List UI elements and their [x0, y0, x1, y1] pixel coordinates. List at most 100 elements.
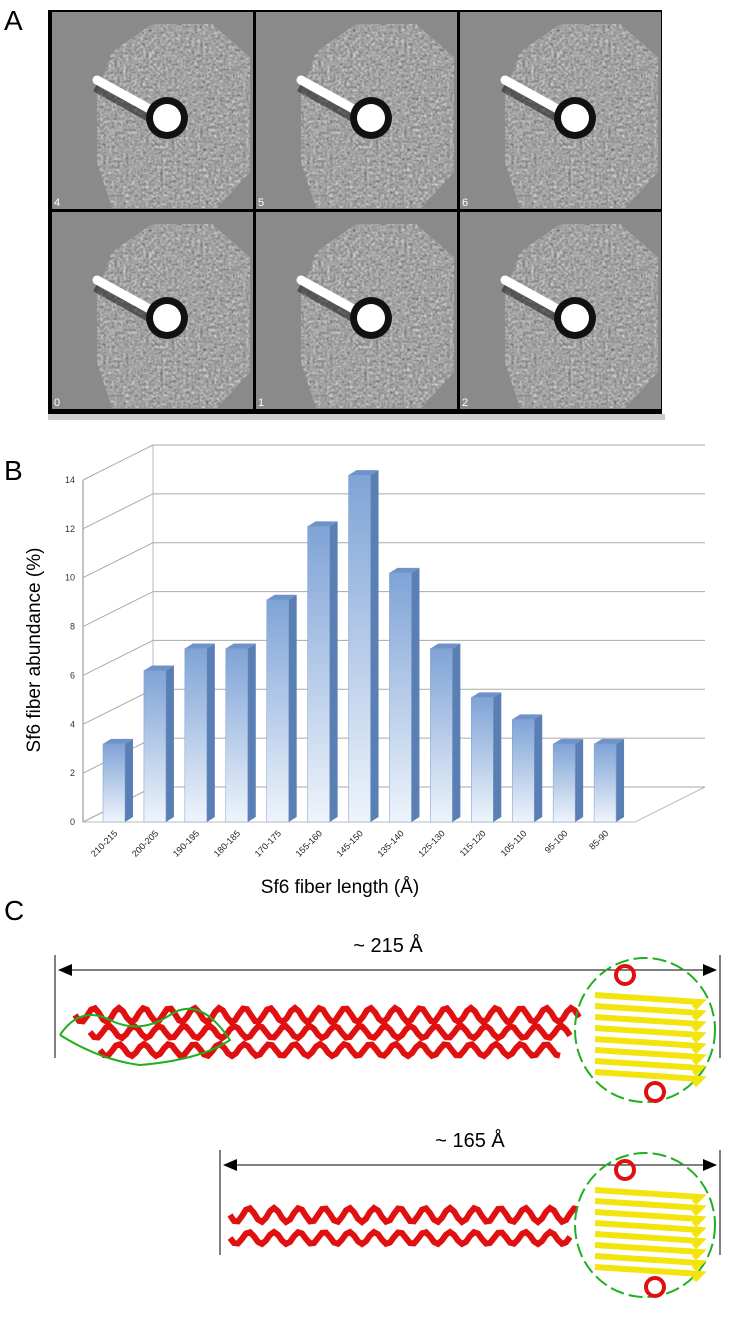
- bar: [348, 474, 371, 823]
- y-tick-label: 4: [70, 719, 75, 729]
- bar-top: [184, 643, 215, 649]
- grid-line: [82, 639, 705, 676]
- head: [357, 304, 385, 332]
- strand: [594, 992, 707, 1011]
- bar-top: [307, 521, 338, 527]
- x-tick-label: 170-175: [253, 828, 283, 858]
- micrograph: 5: [256, 12, 457, 209]
- x-tick-label: 190-195: [171, 828, 201, 858]
- micrographs: 4 5 6 0 1 2: [48, 10, 665, 420]
- x-tick-label: 145-150: [335, 828, 365, 858]
- head: [153, 104, 181, 132]
- bar: [143, 670, 167, 823]
- bar-side: [288, 594, 297, 822]
- bar-side: [616, 738, 625, 822]
- helix: [227, 1204, 579, 1226]
- panel-label: A: [4, 5, 23, 36]
- micrograph-label: 1: [258, 397, 264, 409]
- strand: [594, 1253, 707, 1272]
- bar: [389, 572, 412, 823]
- head-coil: [574, 957, 716, 1103]
- bar: [430, 648, 453, 823]
- y-tick-label: 0: [70, 817, 75, 827]
- strand: [594, 1264, 707, 1283]
- head: [561, 304, 589, 332]
- head: [357, 104, 385, 132]
- bar: [593, 743, 617, 823]
- y-tick-label: 14: [65, 475, 75, 485]
- bar: [307, 526, 330, 823]
- x-tick-label: 155-160: [294, 828, 324, 858]
- y-tick-label: 2: [70, 768, 75, 778]
- strand: [594, 1220, 707, 1239]
- bar-top: [471, 692, 502, 698]
- helix: [72, 1004, 582, 1026]
- strand: [594, 1069, 707, 1088]
- bar-side: [370, 470, 379, 822]
- micrograph: 4: [52, 12, 253, 209]
- bar-top: [143, 665, 174, 671]
- strand: [594, 1242, 707, 1261]
- y-axis-label: Sf6 fiber abundance (%): [24, 548, 45, 753]
- head-helix: [644, 1276, 666, 1298]
- head: [153, 304, 181, 332]
- x-axis-label: Sf6 fiber length (Å): [261, 877, 419, 898]
- bar-top: [512, 714, 543, 720]
- loop: [59, 1007, 232, 1067]
- x-tick-label: 85-90: [587, 828, 610, 851]
- bar-side: [411, 567, 420, 822]
- strand: [594, 1187, 707, 1206]
- grid-line: [82, 542, 705, 579]
- strand: [594, 1003, 707, 1022]
- head: [561, 104, 589, 132]
- bar: [511, 719, 535, 823]
- bar-side: [534, 714, 543, 822]
- bar-top: [430, 643, 461, 649]
- bar-side: [575, 738, 584, 822]
- measurement: ~ 215 Å: [353, 934, 423, 957]
- x-tick-label: 135-140: [375, 828, 405, 858]
- strand: [594, 1198, 707, 1217]
- y-tick-label: 12: [65, 524, 75, 534]
- x-tick-label: 115-120: [458, 828, 488, 858]
- x-tick-label: 200-205: [130, 828, 160, 858]
- x-tick-label: 105-110: [499, 828, 529, 858]
- bar-top: [389, 567, 420, 573]
- strand: [594, 1025, 707, 1044]
- strand: [594, 1209, 707, 1228]
- frame-shadow: [48, 414, 665, 420]
- bar-top: [348, 470, 379, 476]
- bar-top: [553, 738, 584, 744]
- bar-side: [452, 643, 461, 822]
- micrograph: 6: [460, 12, 661, 209]
- strand: [594, 1036, 707, 1055]
- head-helix: [614, 1159, 636, 1181]
- bar-side: [206, 643, 215, 822]
- bar: [471, 697, 494, 823]
- bar: [266, 599, 289, 823]
- strand: [594, 1014, 707, 1033]
- micrograph: 1: [256, 212, 457, 409]
- x-tick-label: 95-100: [543, 828, 570, 855]
- micrograph-label: 2: [462, 397, 468, 409]
- head-helix: [614, 964, 636, 986]
- strand: [594, 1231, 707, 1250]
- bar-side: [247, 643, 256, 822]
- micrograph-label: 5: [258, 197, 264, 209]
- strand: [594, 1058, 707, 1077]
- micrograph: 2: [460, 212, 661, 409]
- bar-top: [103, 738, 133, 744]
- bar-top: [594, 738, 625, 744]
- bar: [225, 648, 249, 823]
- bar-side: [329, 521, 338, 822]
- chart: Sf6 fiber abundance (%) Sf6 fiber length…: [24, 444, 706, 898]
- micrograph: 0: [52, 212, 253, 409]
- strand: [594, 1047, 707, 1066]
- bar: [552, 743, 576, 823]
- micrograph-label: 6: [462, 197, 468, 209]
- head-coil: [574, 1152, 716, 1298]
- helix: [87, 1022, 573, 1042]
- bar: [184, 648, 208, 823]
- panel-label: B: [4, 455, 23, 486]
